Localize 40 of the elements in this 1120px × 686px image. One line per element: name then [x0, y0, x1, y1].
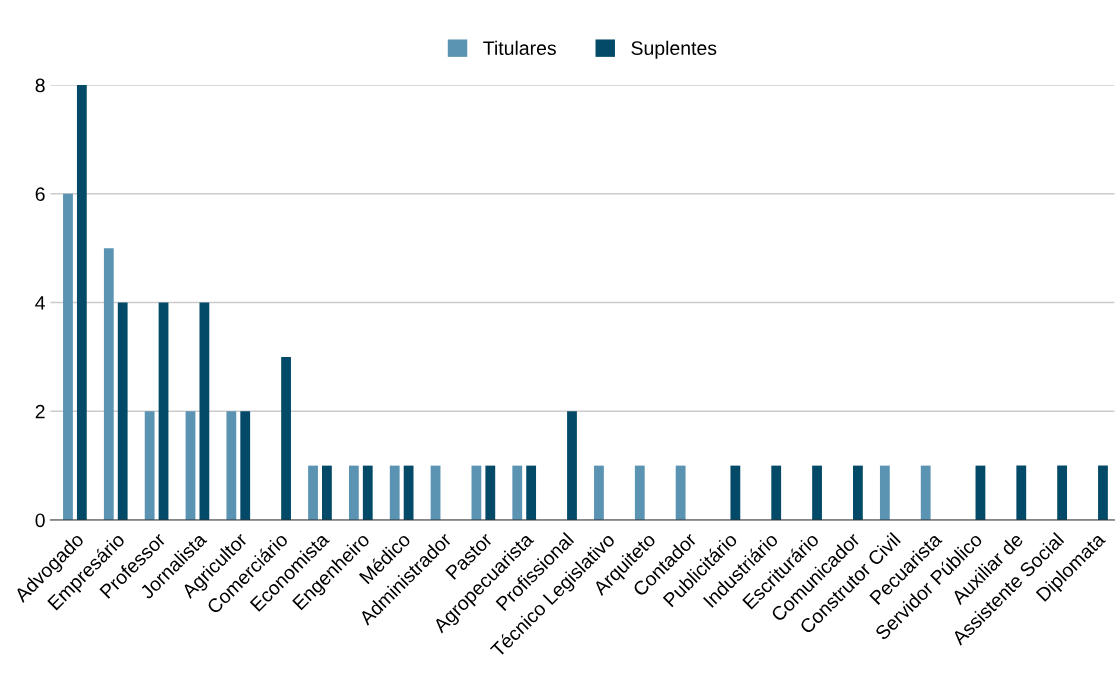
bar [1016, 465, 1027, 520]
bar [485, 465, 496, 520]
bar [403, 465, 414, 520]
bar [526, 465, 537, 520]
y-tick-label: 4 [35, 296, 45, 310]
bar [634, 465, 645, 520]
bar [852, 465, 863, 520]
bar [812, 465, 822, 520]
bar [348, 465, 359, 520]
bar [281, 356, 291, 520]
bar [594, 465, 604, 520]
bar [76, 85, 87, 520]
bar [63, 193, 73, 520]
y-tick-label: 0 [35, 513, 45, 528]
bar [389, 465, 400, 520]
legend-label: Suplentes [631, 40, 717, 59]
bar [199, 302, 210, 520]
legend-label: Titulares [483, 40, 556, 56]
bar [308, 465, 318, 520]
bar [322, 465, 332, 520]
bar [730, 465, 741, 520]
bar [240, 411, 251, 520]
bar [103, 248, 114, 520]
y-tick-label: 8 [35, 78, 45, 93]
bar [675, 465, 686, 520]
y-tick-label: 6 [35, 187, 45, 202]
bar [879, 465, 890, 520]
bar [226, 411, 237, 520]
bar [185, 411, 196, 520]
bar [771, 465, 782, 520]
bar [144, 411, 155, 520]
bar [1057, 465, 1068, 520]
bar [1098, 465, 1108, 520]
bar [512, 465, 523, 520]
bar [158, 302, 169, 520]
y-tick-label: 2 [35, 404, 45, 419]
bar [362, 465, 373, 520]
bar [920, 465, 931, 520]
bar [567, 411, 577, 520]
bar [117, 302, 128, 520]
